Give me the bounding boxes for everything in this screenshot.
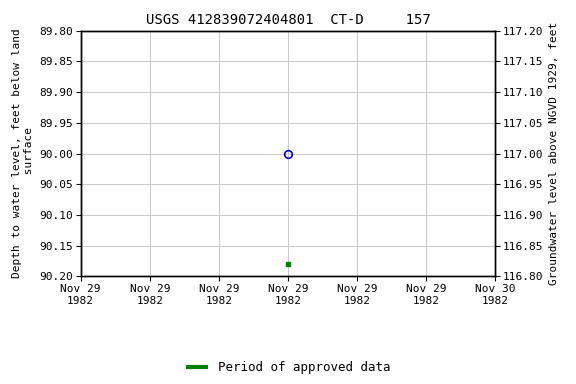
Y-axis label: Groundwater level above NGVD 1929, feet: Groundwater level above NGVD 1929, feet	[549, 22, 559, 285]
Title: USGS 412839072404801  CT-D     157: USGS 412839072404801 CT-D 157	[146, 13, 430, 27]
Y-axis label: Depth to water level, feet below land
 surface: Depth to water level, feet below land su…	[12, 29, 33, 278]
Legend: Period of approved data: Period of approved data	[180, 356, 396, 379]
